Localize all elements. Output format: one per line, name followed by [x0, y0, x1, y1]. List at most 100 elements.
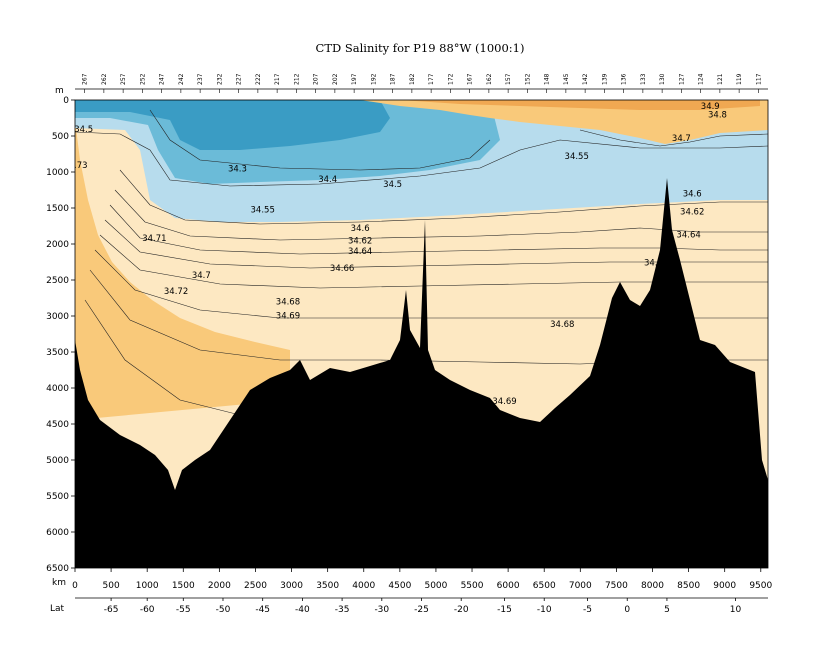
lat-tick-label: 10 [730, 605, 742, 615]
plot-area: WOCE HYDROGRAPHIC ATLAS Computer Generat… [74, 100, 768, 568]
logo-line-1: WOCE [114, 526, 129, 532]
depth-tick-label: 3500 [46, 348, 69, 358]
station-label: 177 [428, 73, 435, 85]
lat-tick-label: -25 [414, 605, 429, 615]
contour-labels: 34.534.334.434.534.5534.5534.634.6234.64… [74, 102, 727, 407]
km-tick-label: 2500 [244, 581, 267, 591]
contour-label: 34.69 [276, 311, 300, 321]
station-label: 247 [159, 73, 166, 85]
surface-salty-region [360, 100, 768, 144]
km-tick-label: 6500 [533, 581, 556, 591]
station-label: 167 [467, 73, 474, 85]
station-label: 242 [178, 73, 185, 85]
station-label: 187 [390, 73, 397, 85]
contour-label: 34.68 [276, 298, 300, 308]
low-salinity-core [75, 100, 390, 150]
km-tick-label: 4500 [388, 581, 411, 591]
station-label: 124 [698, 73, 705, 85]
contour-label: .73 [74, 161, 88, 171]
contour-label: 34.5 [383, 180, 402, 190]
station-label: 202 [332, 73, 339, 85]
depth-tick-label: 3000 [46, 312, 69, 322]
station-label: 172 [447, 73, 454, 85]
station-label: 127 [678, 73, 685, 85]
station-label: 212 [293, 73, 300, 85]
station-label: 217 [274, 73, 281, 85]
depth-tick-label: 6500 [46, 564, 69, 574]
station-label: 142 [582, 73, 589, 85]
station-label: 262 [101, 73, 108, 85]
station-label: 267 [82, 73, 89, 85]
km-tick-label: 5500 [461, 581, 484, 591]
contour-label: 34.64 [644, 259, 668, 269]
station-ticks: 267 262 257 252 247 242 237 232 227 222 217 212 207 2… [82, 73, 762, 93]
km-tick-label: 3500 [316, 581, 339, 591]
depth-tick-label: 0 [63, 96, 69, 106]
contour-label: 34.66 [330, 264, 354, 274]
lat-tick-label: -30 [374, 605, 389, 615]
contour-label: 34.62 [348, 236, 372, 246]
km-tick-label: 9500 [749, 581, 772, 591]
station-label: 192 [370, 73, 377, 85]
station-label: 207 [313, 73, 320, 85]
km-tick-label: 1500 [172, 581, 195, 591]
km-tick-label: 8000 [641, 581, 664, 591]
contour-label: 34.9 [701, 102, 720, 112]
plot-frame [74, 99, 769, 569]
depth-unit-label: m [55, 86, 64, 96]
depth-tick-label: 500 [52, 132, 69, 142]
station-label: 152 [524, 73, 531, 85]
logo-line-2: HYDROGRAPHIC [102, 534, 143, 540]
logo-line-3: ATLAS [114, 542, 130, 548]
contour-label: 34.7 [192, 271, 211, 281]
km-tick-label: 7000 [569, 581, 592, 591]
chart-title: CTD Salinity for P19 88°W (1000:1) [316, 41, 525, 55]
station-label: 133 [640, 73, 647, 85]
km-tick-label: 9000 [713, 581, 736, 591]
km-tick-label: 0 [72, 581, 78, 591]
contour-label: 34.62 [680, 208, 704, 218]
lat-tick-label: 0 [624, 605, 630, 615]
contour-label: 34.5 [74, 125, 93, 135]
depth-tick-label: 1500 [46, 204, 69, 214]
contour-label: 34.68 [550, 320, 574, 330]
lat-tick-label: -15 [497, 605, 512, 615]
km-tick-label: 3000 [280, 581, 303, 591]
station-label: 145 [563, 73, 570, 85]
lat-tick-label: -55 [176, 605, 191, 615]
computer-generated-credit: Computer Generated [82, 550, 162, 559]
depth-tick-label: 4500 [46, 420, 69, 430]
contour-label: 34.3 [228, 164, 247, 174]
contour-label: 34.55 [251, 205, 275, 215]
depth-tick-label: 4000 [46, 384, 69, 394]
lat-tick-label: -10 [537, 605, 552, 615]
lat-tick-label: -40 [295, 605, 310, 615]
contour-label: 34.8 [708, 110, 727, 120]
depth-tick-label: 5000 [46, 456, 69, 466]
contour-label: 34.69 [492, 397, 516, 407]
high-salinity-region [75, 120, 290, 420]
station-label: 222 [255, 73, 262, 85]
station-label: 130 [659, 73, 666, 85]
station-label: 121 [717, 73, 724, 85]
depth-tick-label: 2000 [46, 240, 69, 250]
lat-axis-label: Lat [50, 604, 65, 614]
depth-tick-label: 6000 [46, 528, 69, 538]
contour-label: 34.4 [318, 175, 337, 185]
station-label: 182 [409, 73, 416, 85]
station-label: 252 [139, 73, 146, 85]
km-unit-label: km [52, 578, 66, 588]
station-label: 227 [236, 73, 243, 85]
km-tick-label: 2000 [208, 581, 231, 591]
station-label: 119 [736, 73, 743, 85]
contour-label: 34.6 [351, 224, 370, 234]
km-tick-label: 5000 [424, 581, 447, 591]
km-tick-label: 8500 [677, 581, 700, 591]
station-label: 257 [120, 73, 127, 85]
station-label: 232 [216, 73, 223, 85]
woce-atlas-logo: WOCE HYDROGRAPHIC ATLAS Computer Generat… [82, 526, 162, 559]
contour-label: 34.72 [164, 287, 188, 297]
depth-axis: 0 500 1000 1500 2000 2500 3000 3500 4000 4500 5000… [46, 96, 75, 574]
station-label: 162 [486, 73, 493, 85]
